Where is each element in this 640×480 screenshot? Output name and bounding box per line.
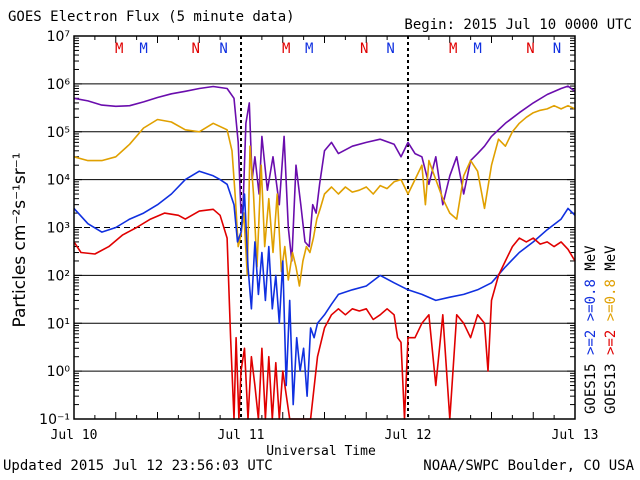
x-tick-label: Jul 11 xyxy=(218,428,265,443)
y-axis-label: Particles cm⁻²s⁻¹sr⁻¹ xyxy=(10,152,30,327)
marker-label: M xyxy=(282,41,290,57)
side-legend-column: GOES15 >=2 >=0.8 MeV xyxy=(583,245,599,414)
marker-label: M xyxy=(139,41,147,57)
y-tick-label: 10² xyxy=(47,268,70,284)
marker-label: N xyxy=(386,41,394,57)
y-tick-label: 10⁻¹ xyxy=(39,412,70,428)
plot-layer: 10⁻¹ 10⁰ 10¹ 10² 10³ 10⁴ 10⁵ 10⁶ 10⁷ Jul 10 Jul 11… xyxy=(39,29,619,443)
marker-label: N xyxy=(526,41,534,57)
chart-title: GOES Electron Flux (5 minute data) xyxy=(8,9,295,25)
marker-label: N xyxy=(192,41,200,57)
marker-label: M xyxy=(473,41,481,57)
y-tick-label: 10⁶ xyxy=(47,77,71,93)
marker-label: N xyxy=(553,41,561,57)
series-line xyxy=(73,170,576,406)
y-tick-label: 10³ xyxy=(47,221,70,237)
series-line xyxy=(73,104,576,287)
marker-label: M xyxy=(115,41,123,57)
marker-label: N xyxy=(219,41,227,57)
y-tick-label: 10⁰ xyxy=(47,364,71,380)
side-legend-column: GOES13 >=2 >=0.8 MeV xyxy=(603,245,619,414)
side-legend-item: >=2 xyxy=(603,330,619,364)
series-line xyxy=(73,208,576,420)
side-legend-item: MeV xyxy=(583,245,599,279)
x-tick-label: Jul 10 xyxy=(51,428,98,443)
y-tick-label: 10⁴ xyxy=(47,173,71,189)
data-source: NOAA/SWPC Boulder, CO USA xyxy=(423,458,634,474)
x-tick-label: Jul 13 xyxy=(552,428,599,443)
x-tick-label: Jul 12 xyxy=(385,428,432,443)
side-legend-item: >=0.8 xyxy=(583,279,599,330)
marker-label: M xyxy=(305,41,313,57)
marker-label: M xyxy=(449,41,457,57)
side-legend-item: >=2 xyxy=(583,330,599,364)
x-axis-label: Universal Time xyxy=(266,444,376,459)
updated-timestamp: Updated 2015 Jul 12 23:56:03 UTC xyxy=(3,458,273,474)
marker-label: N xyxy=(360,41,368,57)
side-legend-item: >=0.8 xyxy=(603,279,619,330)
side-legend-item: GOES15 xyxy=(583,363,599,414)
y-tick-label: 10¹ xyxy=(47,316,70,332)
side-legend-item: MeV xyxy=(603,245,619,279)
series-line xyxy=(73,85,576,262)
begin-date: Begin: 2015 Jul 10 0000 UTC xyxy=(404,17,632,33)
y-tick-label: 10⁷ xyxy=(47,29,70,45)
side-legend-item: GOES13 xyxy=(603,363,619,414)
y-tick-label: 10⁵ xyxy=(47,125,70,141)
